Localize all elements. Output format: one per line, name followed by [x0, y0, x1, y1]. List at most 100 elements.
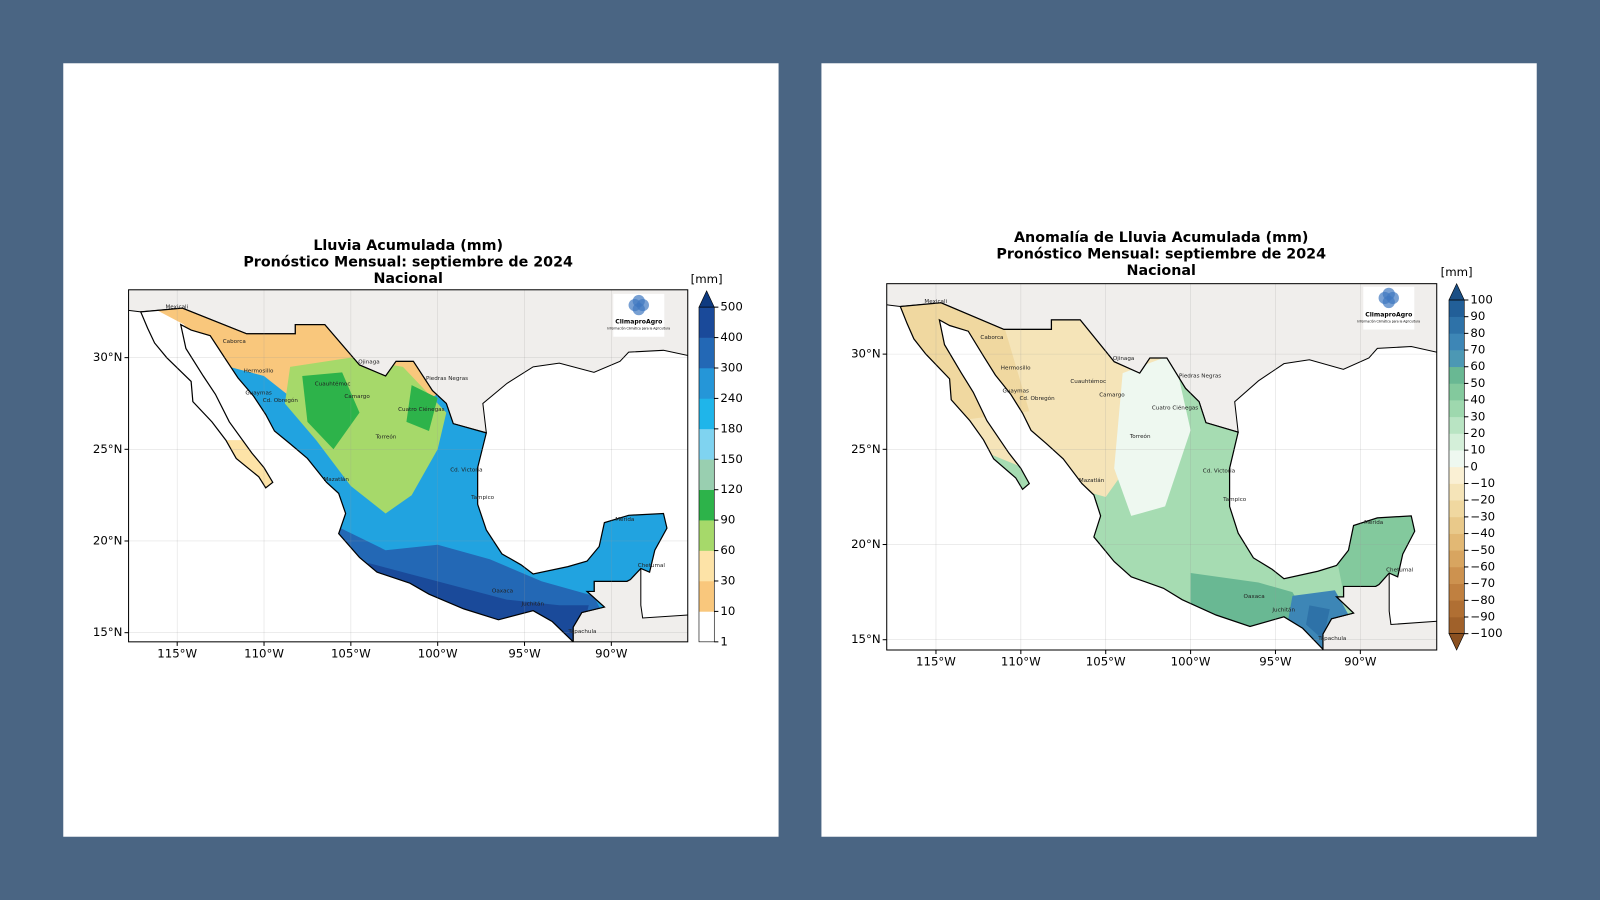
y-tick-label: 30°N	[851, 347, 881, 361]
city-label: Tapachula	[1317, 636, 1346, 642]
colorbar-label: 300	[720, 360, 742, 374]
city-label: Tampico	[1222, 497, 1247, 503]
field-region	[1114, 354, 1191, 516]
colorbar-bin	[1448, 450, 1465, 468]
city-label: Juchitán	[1271, 607, 1295, 614]
city-label: Cd. Victoria	[1203, 469, 1235, 475]
x-tick-label: 95°W	[508, 647, 541, 661]
logo-name: ClimaproAgro	[615, 318, 662, 325]
colorbar-bin	[1448, 616, 1465, 634]
city-label: Hermosillo	[244, 369, 274, 375]
y-tick-label: 15°N	[851, 632, 881, 646]
city-label: Piedras Negras	[1179, 373, 1221, 379]
colorbar-label: −50	[1470, 543, 1495, 557]
colorbar-label: 60	[1470, 359, 1485, 373]
colorbar-label: 100	[1470, 293, 1492, 307]
y-tick-label: 20°N	[851, 537, 881, 551]
field-region	[1306, 605, 1330, 640]
colorbar-label: −70	[1470, 576, 1495, 590]
colorbar-bin	[1448, 350, 1465, 368]
colorbar-label: −90	[1470, 609, 1495, 623]
y-tick-label: 15°N	[93, 625, 123, 639]
city-label: Torreón	[375, 434, 397, 441]
city-label: Mexicali	[924, 299, 947, 305]
colorbar-bin	[1448, 300, 1465, 317]
colorbar-bin	[1448, 583, 1465, 601]
city-label: Tampico	[470, 495, 495, 501]
city-label: Camargo	[344, 394, 370, 400]
colorbar-bin	[1448, 433, 1465, 451]
colorbar-label: −40	[1470, 526, 1495, 540]
colorbar-bin	[698, 489, 715, 521]
logo-name: ClimaproAgro	[1365, 311, 1412, 318]
city-label: Cuatro Ciénegas	[398, 406, 444, 413]
colorbar-label: 120	[720, 482, 742, 496]
y-tick-label: 25°N	[93, 442, 123, 456]
colorbar-label: 10	[1470, 443, 1485, 457]
x-tick-label: 115°W	[916, 655, 956, 669]
colorbar-bin	[1448, 550, 1465, 568]
axes-frame	[886, 283, 1438, 651]
colorbar-bin	[1448, 483, 1465, 501]
logo-petal	[1378, 291, 1391, 305]
colorbar-label: 30	[1470, 409, 1485, 423]
x-tick-label: 105°W	[1086, 655, 1126, 669]
mexico-outline	[139, 307, 668, 642]
colorbar-unit: [mm]	[1441, 265, 1473, 279]
colorbar-label: −20	[1470, 493, 1495, 507]
colorbar-label: 400	[720, 330, 742, 344]
colorbar-label: 80	[1470, 326, 1485, 340]
city-label: Camargo	[1099, 392, 1125, 398]
colorbar-bin	[698, 337, 715, 369]
city-label: Torreón	[1129, 433, 1151, 440]
logo-tagline: Información Climática para la Agricultur…	[1357, 319, 1420, 323]
city-label: Caborca	[223, 339, 246, 345]
city-label: Oaxaca	[492, 589, 513, 595]
city-label: Oaxaca	[1244, 594, 1265, 600]
title-line: Pronóstico Mensual: septiembre de 2024	[243, 255, 573, 271]
colorbar-bin	[698, 611, 715, 643]
colorbar-bin	[698, 550, 715, 582]
city-label: Cd. Obregón	[1019, 395, 1055, 402]
colorbar-bin	[1448, 400, 1465, 418]
city-label: Tapachula	[567, 629, 596, 635]
colorbar-label: 0	[1470, 459, 1477, 473]
logo-tagline: Información Climática para la Agricultur…	[607, 327, 670, 331]
city-label: Chetumal	[638, 563, 666, 569]
colorbar-label: −100	[1470, 626, 1502, 640]
city-label: Cuauhtémoc	[1070, 378, 1106, 385]
city-label: Guaymas	[245, 391, 272, 397]
city-label: Juchitán	[520, 600, 544, 607]
title-line: Nacional	[373, 271, 442, 287]
city-label: Mazatlán	[1079, 477, 1105, 484]
axes-frame	[128, 289, 689, 643]
field-region	[406, 385, 438, 432]
x-tick-label: 95°W	[1259, 655, 1292, 669]
y-tick-label: 25°N	[851, 442, 881, 456]
colorbar-unit: [mm]	[691, 272, 723, 286]
colorbar-bin	[1448, 600, 1465, 618]
colorbar-bin	[1448, 466, 1465, 484]
colorbar-bin	[698, 367, 715, 399]
colorbar-label: 20	[1470, 426, 1485, 440]
city-label: Cuauhtémoc	[315, 380, 351, 387]
colorbar-frame	[698, 306, 715, 643]
city-label: Chetumal	[1386, 568, 1414, 574]
city-label: Mazatlán	[323, 476, 349, 483]
colorbar-label: 70	[1470, 343, 1485, 357]
logo-petal	[628, 298, 641, 312]
x-tick-label: 105°W	[331, 647, 371, 661]
colorbar-bin	[698, 428, 715, 460]
city-label: Ojinaga	[1113, 356, 1135, 362]
y-tick-label: 20°N	[93, 533, 123, 547]
colorbar-label: 240	[720, 391, 742, 405]
colorbar-bin	[1448, 316, 1465, 334]
field-region	[302, 372, 360, 450]
x-tick-label: 90°W	[595, 647, 628, 661]
colorbar-bin	[1448, 500, 1465, 518]
colorbar-label: 90	[1470, 309, 1485, 323]
colorbar-bin	[698, 580, 715, 612]
colorbar-label: 90	[720, 513, 735, 527]
